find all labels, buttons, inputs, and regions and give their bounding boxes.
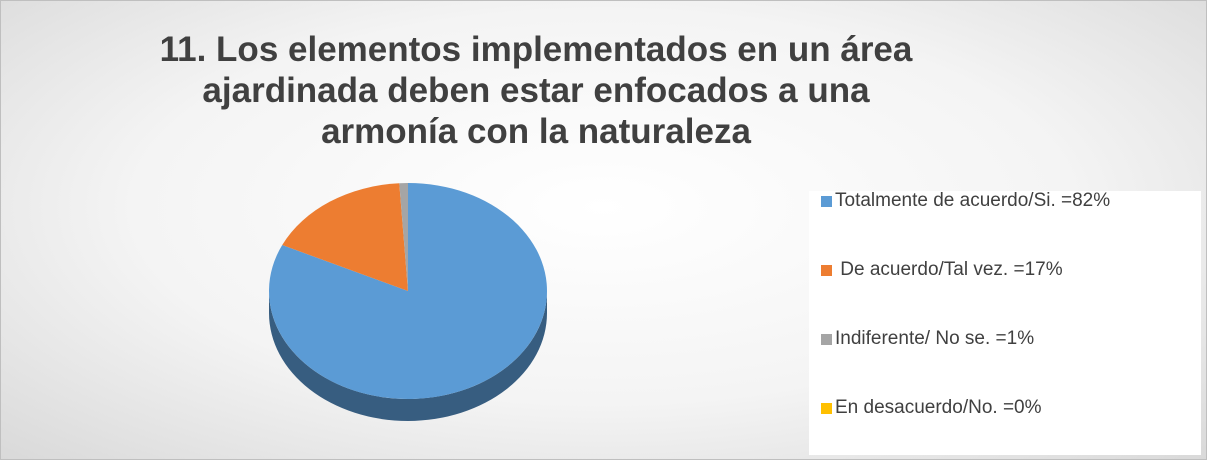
legend-item: Indiferente/ No se. =1% (821, 328, 1034, 350)
slice (399, 183, 408, 291)
legend-label: De acuerdo/Tal vez. =17% (835, 259, 1063, 280)
slice-side (269, 291, 547, 421)
legend: Totalmente de acuerdo/Si. =82% De acuerd… (809, 190, 1201, 455)
chart-title: 11. Los elementos implementados en un ár… (159, 30, 913, 151)
legend-label: Indiferente/ No se. =1% (835, 328, 1035, 349)
legend-swatch (821, 264, 832, 276)
pie-area (268, 183, 547, 421)
legend-item: En desacuerdo/No. =0% (821, 397, 1042, 419)
legend-swatch (821, 402, 832, 414)
legend-swatch (821, 333, 832, 345)
legend-swatch (821, 195, 832, 207)
slice (282, 183, 408, 291)
legend-label: En desacuerdo/No. =0% (835, 397, 1042, 418)
legend-label: Totalmente de acuerdo/Si. =82% (835, 190, 1111, 211)
legend-item: De acuerdo/Tal vez. =17% (821, 259, 1063, 281)
legend-item: Totalmente de acuerdo/Si. =82% (821, 190, 1110, 212)
